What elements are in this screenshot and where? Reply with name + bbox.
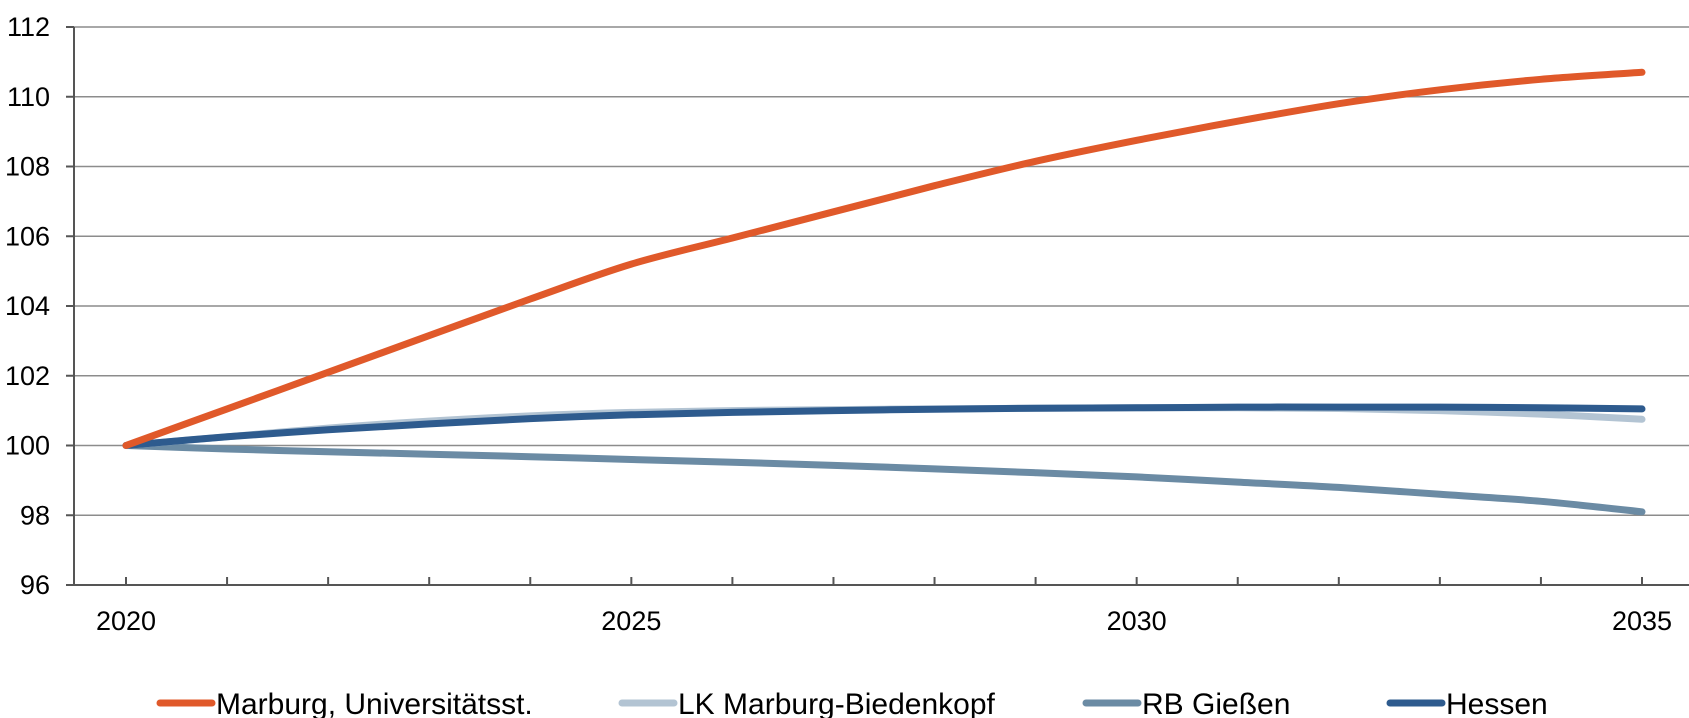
- y-tick-label: 112: [7, 12, 50, 42]
- x-tick-label: 2020: [96, 606, 156, 636]
- legend-label: LK Marburg-Biedenkopf: [678, 688, 996, 718]
- y-tick-label: 106: [5, 221, 50, 251]
- y-tick-label: 104: [5, 291, 50, 321]
- y-tick-label: 98: [20, 500, 50, 530]
- x-axis-ticks: [125, 577, 1643, 585]
- legend: Marburg, Universitätsst. LK Marburg-Biede…: [156, 688, 1548, 718]
- x-axis-tick-labels: 2020 2025 2030 2035: [96, 606, 1672, 636]
- series-line-rb-gie-en: [122, 442, 1646, 516]
- y-tick-label: 110: [7, 82, 50, 112]
- y-tick-label: 96: [20, 570, 50, 600]
- legend-label: RB Gießen: [1142, 688, 1290, 718]
- y-tick-label: 100: [5, 431, 50, 461]
- y-tick-label: 102: [5, 361, 50, 391]
- legend-item: Hessen: [1386, 688, 1548, 718]
- y-gridlines: [74, 26, 1689, 516]
- y-tick-label: 108: [5, 152, 50, 182]
- legend-item: Marburg, Universitätsst.: [156, 688, 533, 718]
- series-line-hessen: [122, 403, 1646, 449]
- y-axis-tick-labels: 96 98 100 102 104 106 108 110 112: [5, 12, 50, 600]
- legend-label: Hessen: [1446, 688, 1548, 718]
- legend-item: LK Marburg-Biedenkopf: [618, 688, 996, 718]
- y-axis-ticks: [66, 26, 74, 586]
- legend-label: Marburg, Universitätsst.: [216, 688, 533, 718]
- x-tick-label: 2030: [1107, 606, 1167, 636]
- x-tick-label: 2035: [1612, 606, 1672, 636]
- x-tick-label: 2025: [601, 606, 661, 636]
- legend-item: RB Gießen: [1082, 688, 1290, 718]
- series-line-marburg-universita-tsst: [122, 68, 1646, 449]
- series-lines: [122, 68, 1646, 516]
